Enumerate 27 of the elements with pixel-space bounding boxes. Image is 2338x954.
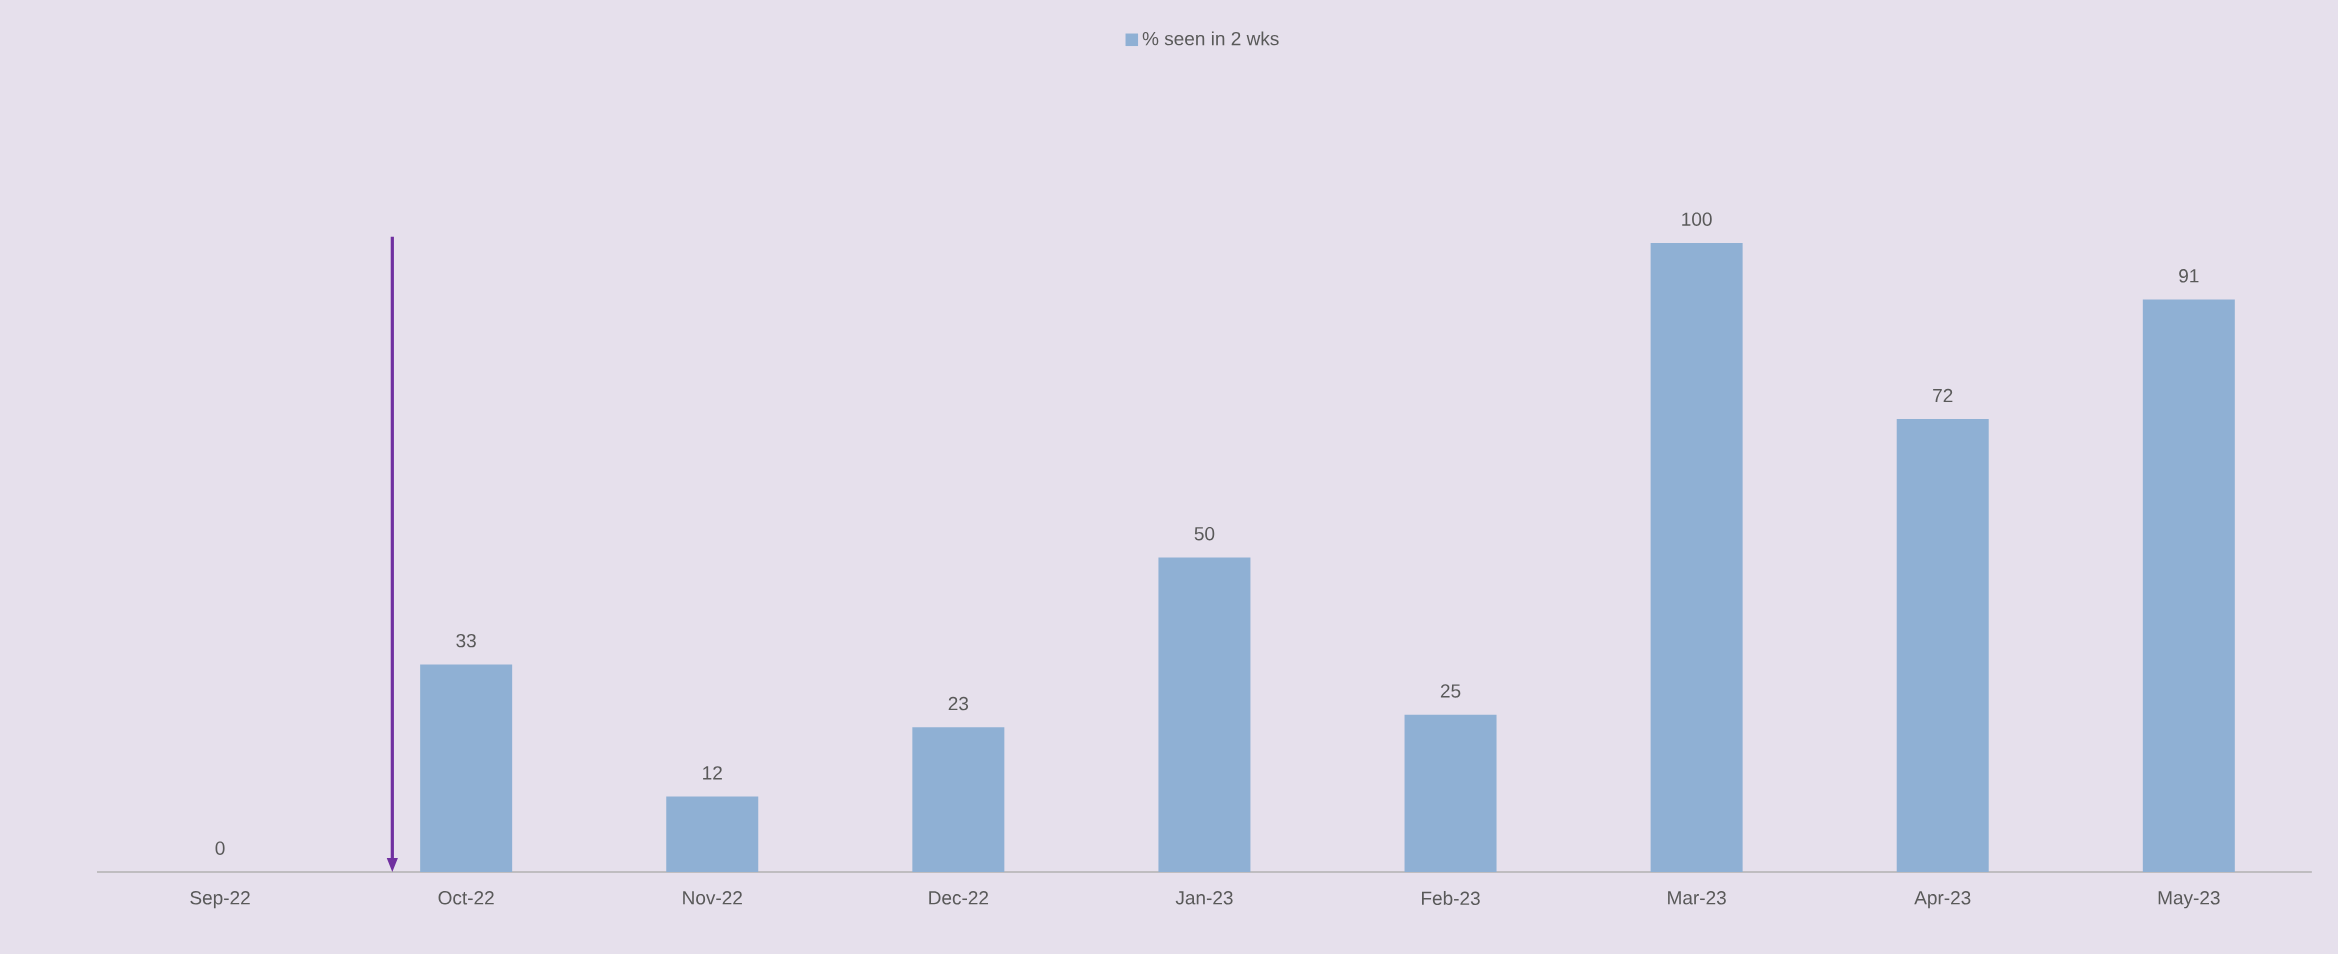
x-tick-label: Dec-22: [929, 891, 989, 905]
data-label: 12: [703, 766, 722, 780]
bar: [1896, 419, 1989, 872]
bar: [1404, 714, 1497, 872]
data-label: 0: [215, 841, 225, 855]
data-label: 23: [948, 696, 969, 711]
bar: [2142, 299, 2235, 872]
bar: [420, 664, 513, 872]
x-tick-label: Oct-22: [438, 891, 494, 905]
legend-label: % seen in 2 wks: [1142, 31, 1279, 46]
bar: [1158, 557, 1251, 872]
x-tick-label: Feb-23: [1422, 891, 1480, 906]
bar: [912, 727, 1005, 872]
bar: [666, 796, 759, 872]
bar: [1650, 242, 1743, 872]
x-tick-label: Sep-22: [190, 891, 250, 909]
data-label: 91: [2179, 269, 2199, 283]
x-tick-label: Mar-23: [1668, 891, 1726, 905]
x-tick-label: Apr-23: [1914, 891, 1971, 909]
data-label: 33: [456, 633, 476, 648]
data-label: 25: [1440, 684, 1461, 698]
x-tick-label: May-23: [2158, 891, 2220, 909]
x-tick-label: Nov-22: [683, 891, 742, 905]
x-tick-label: Jan-23: [1175, 891, 1233, 905]
data-label: 50: [1194, 526, 1215, 541]
data-label: 100: [1682, 212, 1712, 226]
data-label: 72: [1933, 388, 1953, 403]
